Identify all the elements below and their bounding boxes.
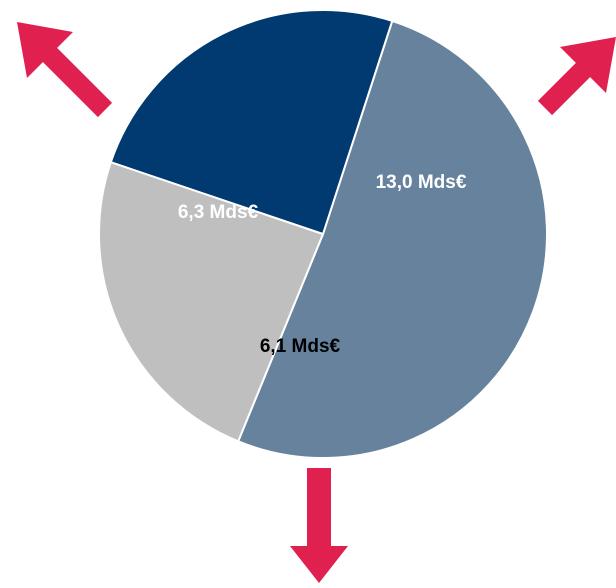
pie-slice-large bbox=[236, 19, 548, 460]
arrow-down-icon bbox=[290, 468, 348, 583]
arrows bbox=[17, 22, 616, 583]
pie-slices bbox=[98, 9, 548, 460]
arrow-up-left-icon bbox=[17, 22, 113, 118]
slice-label-left: 6,3 Mds€ bbox=[178, 202, 259, 223]
slice-label-large: 13,0 Mds€ bbox=[376, 172, 467, 193]
pie-slice-bottom bbox=[98, 160, 325, 443]
pie-labels: 13,0 Mds€ 6,1 Mds€ 6,3 Mds€ bbox=[178, 172, 467, 357]
arrow-up-right-icon bbox=[537, 37, 616, 116]
slice-label-bottom: 6,1 Mds€ bbox=[260, 336, 341, 357]
pie-slice-left bbox=[109, 9, 394, 236]
